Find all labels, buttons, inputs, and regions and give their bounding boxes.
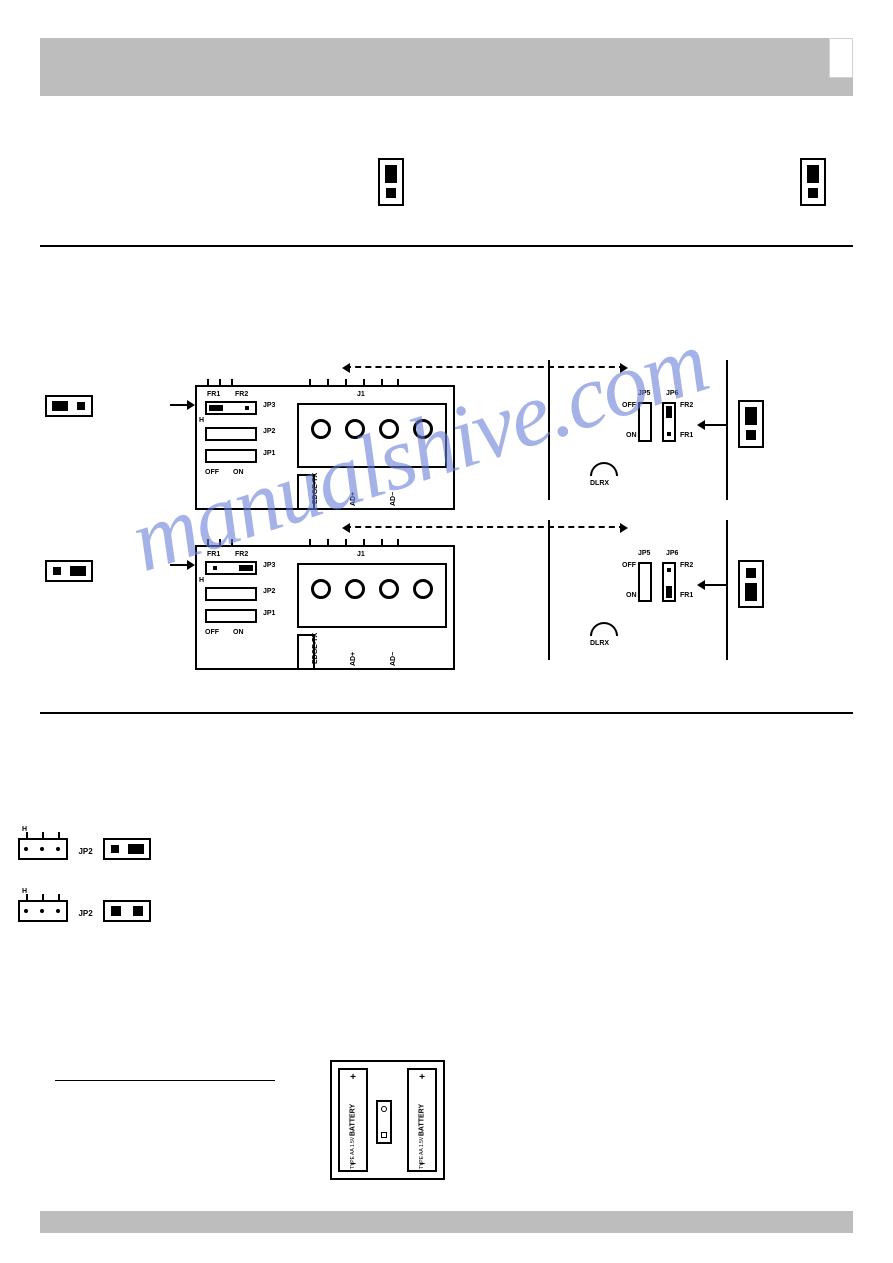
j1-label-2: J1 <box>357 551 365 558</box>
off-rx2: OFF <box>622 562 636 569</box>
fr1-rx1: FR1 <box>680 432 693 439</box>
fr2-rx1: FR2 <box>680 402 693 409</box>
row2-left-jumper <box>45 560 93 587</box>
jp5-lbl-1: JP5 <box>638 390 650 397</box>
bat-plus-1: + <box>350 1072 356 1083</box>
tx-board-2: FR1 FR2 J1 JP3 H JP2 JP1 OFF ON EDGE-TX … <box>195 545 455 670</box>
row1-left-jumper <box>45 395 93 422</box>
off-rx1: OFF <box>622 402 636 409</box>
jp3-label: JP3 <box>263 402 275 409</box>
jp1-label-b2: JP1 <box>263 610 275 617</box>
jumper-s1-left <box>378 158 404 211</box>
jp2-lbl-1: JP2 <box>78 847 92 856</box>
bat-minus-1: − <box>350 1159 356 1170</box>
tx-board-1: FR1 FR2 J1 JP3 H JP2 JP1 OFF ON EDGE-TX … <box>195 385 455 510</box>
h-label-2: H <box>199 577 204 584</box>
j1-label: J1 <box>357 391 365 398</box>
on-rx1: ON <box>626 432 637 439</box>
fr1-rx2: FR1 <box>680 592 693 599</box>
header-sidebar-box <box>829 38 853 78</box>
adp-label-b2: AD+ <box>350 652 357 666</box>
jp2-label-b1: JP2 <box>263 428 275 435</box>
jp5-lbl-2: JP5 <box>638 550 650 557</box>
rx-box-1: JP5 JP6 FR2 FR1 OFF ON DLRX <box>548 360 728 500</box>
jp2-label-b2: JP2 <box>263 588 275 595</box>
row2-right-jumper <box>738 560 764 613</box>
bat-plus-2: + <box>419 1072 425 1083</box>
divider-1 <box>40 245 853 247</box>
arrow-rx2 <box>702 584 726 586</box>
footer-bar <box>40 1211 853 1233</box>
fr1-label-2: FR1 <box>207 551 220 558</box>
arrow-tx2 <box>170 564 190 566</box>
adp-label-b1: AD+ <box>350 492 357 506</box>
jp1-label-b1: JP1 <box>263 450 275 457</box>
on-label-b2: ON <box>233 629 244 636</box>
edge-label-b1: EDGE-TX <box>312 473 319 504</box>
adm-label-b2: AD− <box>390 652 397 666</box>
on-rx2: ON <box>626 592 637 599</box>
jp3-label-2: JP3 <box>263 562 275 569</box>
fr2-label: FR2 <box>235 391 248 398</box>
adm-label-b1: AD− <box>390 492 397 506</box>
on-label-b1: ON <box>233 469 244 476</box>
divider-2 <box>40 712 853 714</box>
dlrx-1: DLRX <box>590 480 609 487</box>
jp2-row-2: H JP2 <box>18 900 151 927</box>
jp2-lbl-2: JP2 <box>78 909 92 918</box>
rx-box-2: JP5 JP6 FR2 FR1 OFF ON DLRX <box>548 520 728 660</box>
jp2-row-1: H JP2 <box>18 838 151 865</box>
arrow-rx1 <box>702 424 726 426</box>
header-bar <box>40 38 853 96</box>
dlrx-2: DLRX <box>590 640 609 647</box>
underline <box>55 1080 275 1081</box>
fr2-rx2: FR2 <box>680 562 693 569</box>
bat-txt-2: BATTERY <box>419 1104 426 1136</box>
off-label-b1: OFF <box>205 469 219 476</box>
battery-box: + BATTERY TYPE AA 1.5V − + BATTERY TYPE … <box>330 1060 445 1180</box>
h-label: H <box>199 417 204 424</box>
bat-minus-2: − <box>419 1159 425 1170</box>
jumper-s1-right <box>800 158 826 211</box>
fr2-label-2: FR2 <box>235 551 248 558</box>
off-label-b2: OFF <box>205 629 219 636</box>
bat-txt-1: BATTERY <box>350 1104 357 1136</box>
jp6-lbl-2: JP6 <box>666 550 678 557</box>
arrow-tx1 <box>170 404 190 406</box>
jp6-lbl-1: JP6 <box>666 390 678 397</box>
row1-right-jumper <box>738 400 764 453</box>
edge-label-b2: EDGE-TX <box>312 633 319 664</box>
fr1-label: FR1 <box>207 391 220 398</box>
